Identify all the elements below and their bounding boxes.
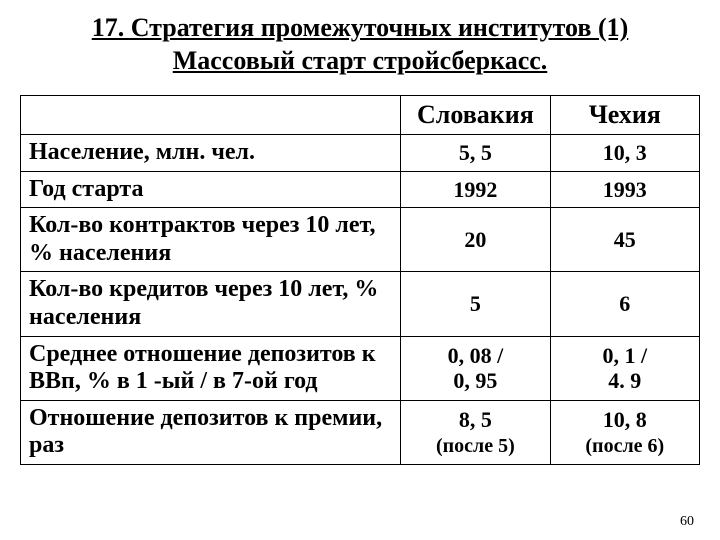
data-table: Словакия Чехия Население, млн. чел. 5, 5… xyxy=(20,95,700,465)
row-val-2: 10, 8 (после 6) xyxy=(550,400,699,464)
table-row: Год старта 1992 1993 xyxy=(21,171,700,208)
row-val-1: 1992 xyxy=(401,171,550,208)
row-label: Отношение депозитов к премии, раз xyxy=(21,400,401,464)
row-val-2-note: (после 6) xyxy=(585,435,664,457)
row-val-2-main: 10, 8 xyxy=(603,407,647,432)
table-header-row: Словакия Чехия xyxy=(21,96,700,135)
col-header-2: Чехия xyxy=(550,96,699,135)
row-val-1: 20 xyxy=(401,208,550,272)
row-val-2: 1993 xyxy=(550,171,699,208)
page-number: 60 xyxy=(680,514,694,530)
table-row: Отношение депозитов к премии, раз 8, 5 (… xyxy=(21,400,700,464)
table-row: Кол-во контрактов через 10 лет, % населе… xyxy=(21,208,700,272)
slide-title: 17. Стратегия промежуточных институтов (… xyxy=(20,12,700,77)
row-label: Среднее отношение депозитов к ВВп, % в 1… xyxy=(21,336,401,400)
table-row: Население, млн. чел. 5, 5 10, 3 xyxy=(21,135,700,172)
row-val-2: 45 xyxy=(550,208,699,272)
row-val-1-main: 8, 5 xyxy=(459,407,492,432)
row-label: Кол-во контрактов через 10 лет, % населе… xyxy=(21,208,401,272)
row-val-1-note: (после 5) xyxy=(436,435,515,457)
title-line-1: 17. Стратегия промежуточных институтов (… xyxy=(92,13,629,42)
row-val-2: 10, 3 xyxy=(550,135,699,172)
header-empty xyxy=(21,96,401,135)
row-val-2: 0, 1 / 4. 9 xyxy=(550,336,699,400)
row-val-1: 5, 5 xyxy=(401,135,550,172)
row-val-2: 6 xyxy=(550,272,699,336)
col-header-1: Словакия xyxy=(401,96,550,135)
row-val-1: 8, 5 (после 5) xyxy=(401,400,550,464)
title-line-2: Массовый старт стройсберкасс. xyxy=(173,46,548,75)
row-label: Население, млн. чел. xyxy=(21,135,401,172)
row-label: Кол-во кредитов через 10 лет, % населени… xyxy=(21,272,401,336)
table-row: Среднее отношение депозитов к ВВп, % в 1… xyxy=(21,336,700,400)
table-row: Кол-во кредитов через 10 лет, % населени… xyxy=(21,272,700,336)
row-val-1: 5 xyxy=(401,272,550,336)
row-label: Год старта xyxy=(21,171,401,208)
row-val-1: 0, 08 / 0, 95 xyxy=(401,336,550,400)
slide: 17. Стратегия промежуточных институтов (… xyxy=(0,0,720,540)
